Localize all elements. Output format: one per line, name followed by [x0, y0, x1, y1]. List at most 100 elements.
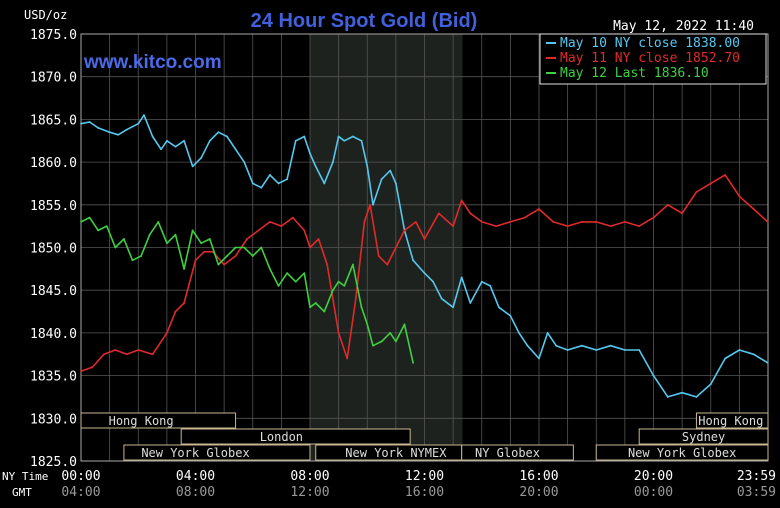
data-point — [151, 135, 154, 138]
x-tick-label-gmt: 04:00 — [61, 485, 100, 500]
data-point — [323, 310, 326, 313]
data-point — [125, 353, 128, 356]
data-point — [160, 148, 163, 151]
data-point — [165, 139, 168, 142]
data-point — [566, 225, 569, 228]
data-point — [326, 263, 329, 266]
data-point — [165, 242, 168, 245]
y-tick-label: 1865.0 — [30, 113, 77, 128]
data-point — [372, 203, 374, 206]
data-point — [681, 212, 684, 215]
data-point — [277, 285, 280, 287]
x-tick-label-ny: 08:00 — [290, 469, 329, 484]
data-point — [117, 133, 120, 136]
y-tick-label: 1860.0 — [30, 156, 77, 171]
data-point — [346, 357, 349, 360]
data-point — [211, 250, 214, 253]
market-sessions: Hong Kong Hong Kong London Sydney New York G… — [80, 412, 769, 461]
watermark-text: www.kitco.com — [83, 52, 222, 73]
data-point — [354, 297, 357, 300]
data-point — [360, 139, 363, 142]
data-point — [552, 220, 555, 223]
session-bar — [123, 444, 311, 461]
data-point — [234, 255, 237, 257]
x-tick-label-ny: 12:00 — [405, 469, 444, 484]
y-tick-label: 1850.0 — [30, 242, 77, 257]
data-point — [174, 310, 177, 313]
data-point — [114, 246, 117, 249]
data-point — [80, 370, 82, 373]
data-point — [415, 220, 417, 223]
x-tick-label-ny: 04:00 — [176, 469, 215, 484]
data-point — [766, 361, 769, 364]
data-point — [97, 229, 100, 232]
data-point — [260, 246, 263, 249]
data-point — [489, 285, 492, 287]
data-point — [380, 178, 383, 181]
data-point — [294, 280, 297, 283]
chart-title: 24 Hour Spot Gold (Bid) — [251, 10, 478, 32]
data-point — [91, 366, 94, 368]
x-tick-label-ny: 00:00 — [61, 469, 100, 484]
data-point — [412, 361, 414, 364]
series-lines — [80, 114, 769, 398]
legend-entry: May 10 NY close 1838.00 — [560, 36, 740, 51]
data-point — [314, 165, 317, 168]
data-point — [88, 216, 91, 219]
session-bar — [595, 444, 769, 461]
x-tick-label-gmt: 16:00 — [405, 485, 444, 500]
data-point — [394, 340, 397, 343]
data-point — [509, 220, 512, 223]
x-tick-label-gmt: 03:59 — [737, 485, 776, 500]
data-point — [174, 145, 177, 148]
data-point — [412, 259, 414, 262]
x-tick-labels: 00:0004:0004:0008:0008:0012:0012:0016:00… — [61, 469, 776, 500]
data-point — [157, 220, 160, 223]
data-point — [363, 220, 366, 223]
data-point — [423, 238, 426, 240]
data-point — [226, 135, 228, 138]
data-point — [546, 332, 549, 334]
session-label: New York Globex — [141, 446, 249, 460]
data-point — [498, 306, 500, 309]
data-point — [174, 233, 177, 236]
data-point — [581, 344, 583, 347]
data-point — [394, 182, 397, 185]
data-point — [638, 349, 641, 351]
data-point — [123, 238, 125, 240]
data-point — [291, 216, 294, 219]
data-point — [234, 148, 237, 151]
data-point — [752, 353, 755, 356]
data-point — [294, 139, 297, 142]
data-point — [269, 174, 271, 176]
data-point — [526, 344, 529, 347]
data-point — [269, 220, 271, 223]
data-point — [480, 220, 483, 223]
data-point — [165, 332, 168, 334]
data-point — [337, 280, 340, 283]
series-line-may-12 — [80, 216, 414, 363]
data-point — [143, 114, 145, 117]
data-point — [332, 161, 334, 164]
data-point — [452, 306, 455, 309]
data-point — [183, 139, 185, 142]
data-point — [566, 349, 569, 351]
data-point — [738, 349, 741, 351]
series-points — [80, 114, 769, 398]
gmt-row-label: GMT — [12, 486, 32, 499]
data-point — [437, 212, 440, 215]
data-point — [440, 297, 443, 300]
data-point — [286, 178, 288, 181]
data-point — [332, 289, 334, 292]
y-tick-labels: 1875.0 1870.0 1865.0 1860.0 1855.0 1850.0 1845… — [30, 28, 77, 470]
data-point — [343, 285, 346, 287]
data-point — [623, 349, 626, 351]
data-point — [303, 229, 306, 232]
data-point — [269, 267, 271, 270]
currency-label: USD/oz — [24, 8, 67, 22]
data-point — [372, 344, 374, 347]
data-point — [140, 255, 143, 257]
x-tick-label-gmt: 12:00 — [290, 485, 329, 500]
data-point — [638, 225, 641, 228]
